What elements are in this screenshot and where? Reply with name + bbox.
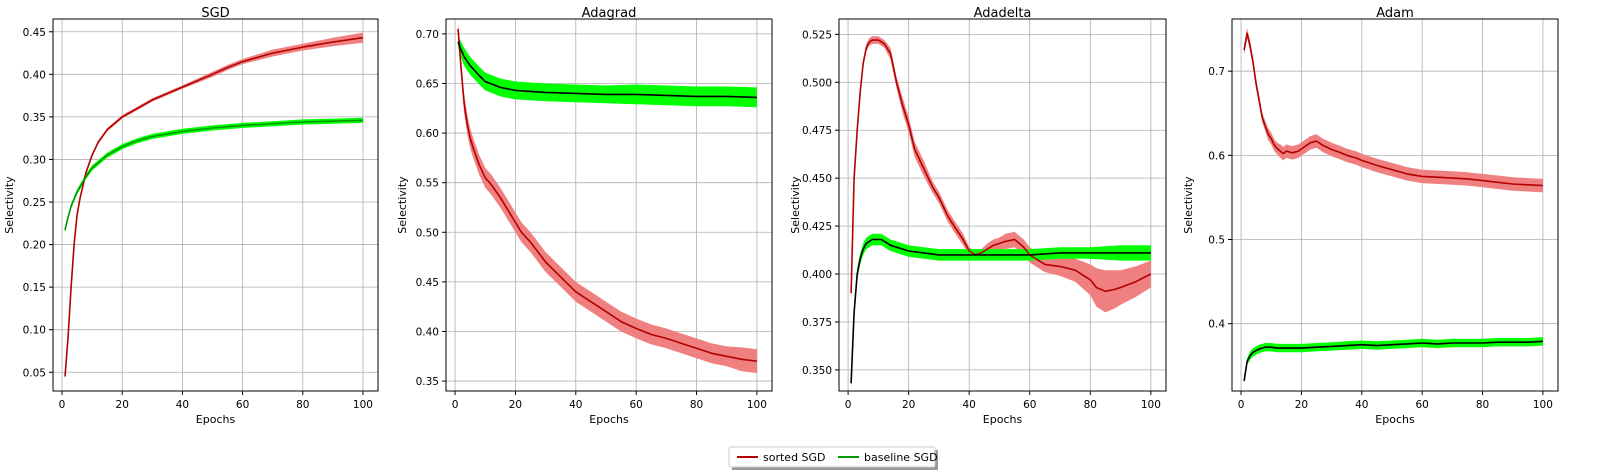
y-tick-label: 0.30 (23, 154, 46, 166)
x-tick-label: 40 (963, 399, 976, 411)
y-axis-label: Selectivity (1182, 176, 1195, 234)
panel-adam: 0 20 40 60 80 100 0.4 0.5 0.6 0.7 Adam Epochs Select… (1182, 6, 1559, 426)
axes-frame (1231, 18, 1559, 392)
line-sorted-sgd (457, 28, 757, 362)
y-tick-label: 0.5 (1208, 235, 1225, 247)
x-tick-label: 100 (1141, 399, 1161, 411)
band-sorted-sgd (458, 23, 757, 374)
y-axis-label: Selectivity (396, 176, 409, 234)
y-tick-label: 0.4 (1208, 319, 1225, 331)
x-tick-label: 80 (1084, 399, 1097, 411)
y-tick-label: 0.7 (1208, 66, 1225, 78)
x-tick-label: 40 (569, 399, 582, 411)
panel-title: SGD (201, 6, 229, 21)
y-tick-label: 0.40 (416, 326, 439, 338)
panel-title: Adagrad (582, 6, 637, 21)
x-tick-label: 60 (1023, 399, 1036, 411)
panel-adagrad: 0 20 40 60 80 100 0.35 0.40 0.45 0.50 0.55 0.60 0.65… (396, 6, 773, 426)
y-tick-label: 0.425 (802, 221, 832, 233)
line-baseline-sgd (1243, 340, 1543, 382)
axes-frame (445, 18, 773, 392)
y-tick-label: 0.475 (802, 125, 832, 137)
panel-title: Adam (1376, 6, 1414, 21)
y-tick-label: 0.375 (802, 317, 832, 329)
x-tick-label: 60 (629, 399, 642, 411)
y-tick-label: 0.40 (23, 69, 46, 81)
x-tick-label: 20 (509, 399, 522, 411)
axes-frame (52, 18, 379, 392)
band-baseline-sgd (458, 35, 757, 108)
band-baseline-sgd (851, 233, 1151, 388)
y-tick-label: 0.45 (416, 277, 439, 289)
y-axis-label: Selectivity (3, 176, 16, 234)
y-tick-label: 0.20 (23, 240, 46, 252)
x-tick-label: 80 (690, 399, 703, 411)
line-sorted-sgd (1243, 32, 1543, 187)
y-tick-label: 0.35 (416, 376, 439, 388)
y-tick-label: 0.55 (416, 178, 439, 190)
x-axis-label: Epochs (589, 413, 629, 426)
x-axis-label: Epochs (196, 413, 236, 426)
legend-box (728, 446, 936, 468)
legend-label-sorted-sgd: sorted SGD (763, 451, 826, 464)
plot-area (839, 19, 1166, 391)
y-tick-label: 0.50 (416, 227, 439, 239)
y-tick-label: 0.400 (802, 269, 832, 281)
band-baseline-sgd (1244, 337, 1543, 384)
line-baseline-sgd (64, 119, 364, 231)
y-tick-label: 0.350 (802, 365, 832, 377)
axes-frame (838, 18, 1167, 392)
x-tick-label: 100 (1533, 399, 1553, 411)
x-tick-label: 0 (452, 399, 459, 411)
y-tick-label: 0.6 (1208, 150, 1225, 162)
x-tick-label: 40 (1355, 399, 1368, 411)
x-tick-label: 100 (747, 399, 767, 411)
y-tick-label: 0.15 (23, 282, 46, 294)
y-tick-label: 0.500 (802, 77, 832, 89)
x-axis-label: Epochs (1375, 413, 1415, 426)
x-tick-label: 0 (59, 399, 66, 411)
legend: sorted SGD baseline SGD (728, 446, 938, 470)
panel-sgd: 0 20 40 60 80 100 0.05 0.10 0.15 0.20 0.25 0.30 0.35… (3, 6, 379, 426)
plot-area (446, 19, 772, 391)
line-baseline-sgd (850, 238, 1151, 384)
band-sorted-sgd (851, 36, 1151, 313)
x-tick-label: 40 (176, 399, 189, 411)
x-tick-label: 60 (1415, 399, 1428, 411)
y-axis-label: Selectivity (789, 176, 802, 234)
panel-adadelta: 0 20 40 60 80 100 0.350 0.375 0.400 0.425 0.450 0.4… (789, 6, 1167, 426)
line-baseline-sgd (457, 41, 757, 99)
plot-area (1232, 19, 1558, 391)
y-tick-label: 0.10 (23, 325, 46, 337)
plot-area (53, 19, 378, 391)
y-tick-label: 0.65 (416, 78, 439, 90)
line-sorted-sgd (64, 36, 364, 377)
x-tick-label: 80 (1476, 399, 1489, 411)
x-tick-label: 20 (1295, 399, 1308, 411)
x-tick-label: 80 (296, 399, 309, 411)
line-sorted-sgd (850, 39, 1152, 294)
panel-title: Adadelta (974, 6, 1032, 21)
x-tick-label: 20 (116, 399, 129, 411)
y-tick-label: 0.05 (23, 367, 46, 379)
y-tick-label: 0.25 (23, 197, 46, 209)
y-tick-label: 0.45 (23, 27, 46, 39)
y-tick-label: 0.35 (23, 112, 46, 124)
x-tick-label: 60 (236, 399, 249, 411)
y-tick-label: 0.450 (802, 173, 832, 185)
x-tick-label: 0 (1238, 399, 1245, 411)
x-tick-label: 20 (902, 399, 915, 411)
x-tick-label: 100 (353, 399, 373, 411)
legend-label-baseline-sgd: baseline SGD (864, 451, 938, 464)
y-tick-label: 0.70 (416, 29, 439, 41)
x-tick-label: 0 (845, 399, 852, 411)
x-axis-label: Epochs (983, 413, 1023, 426)
y-tick-label: 0.525 (802, 29, 832, 41)
y-tick-label: 0.60 (416, 128, 439, 140)
